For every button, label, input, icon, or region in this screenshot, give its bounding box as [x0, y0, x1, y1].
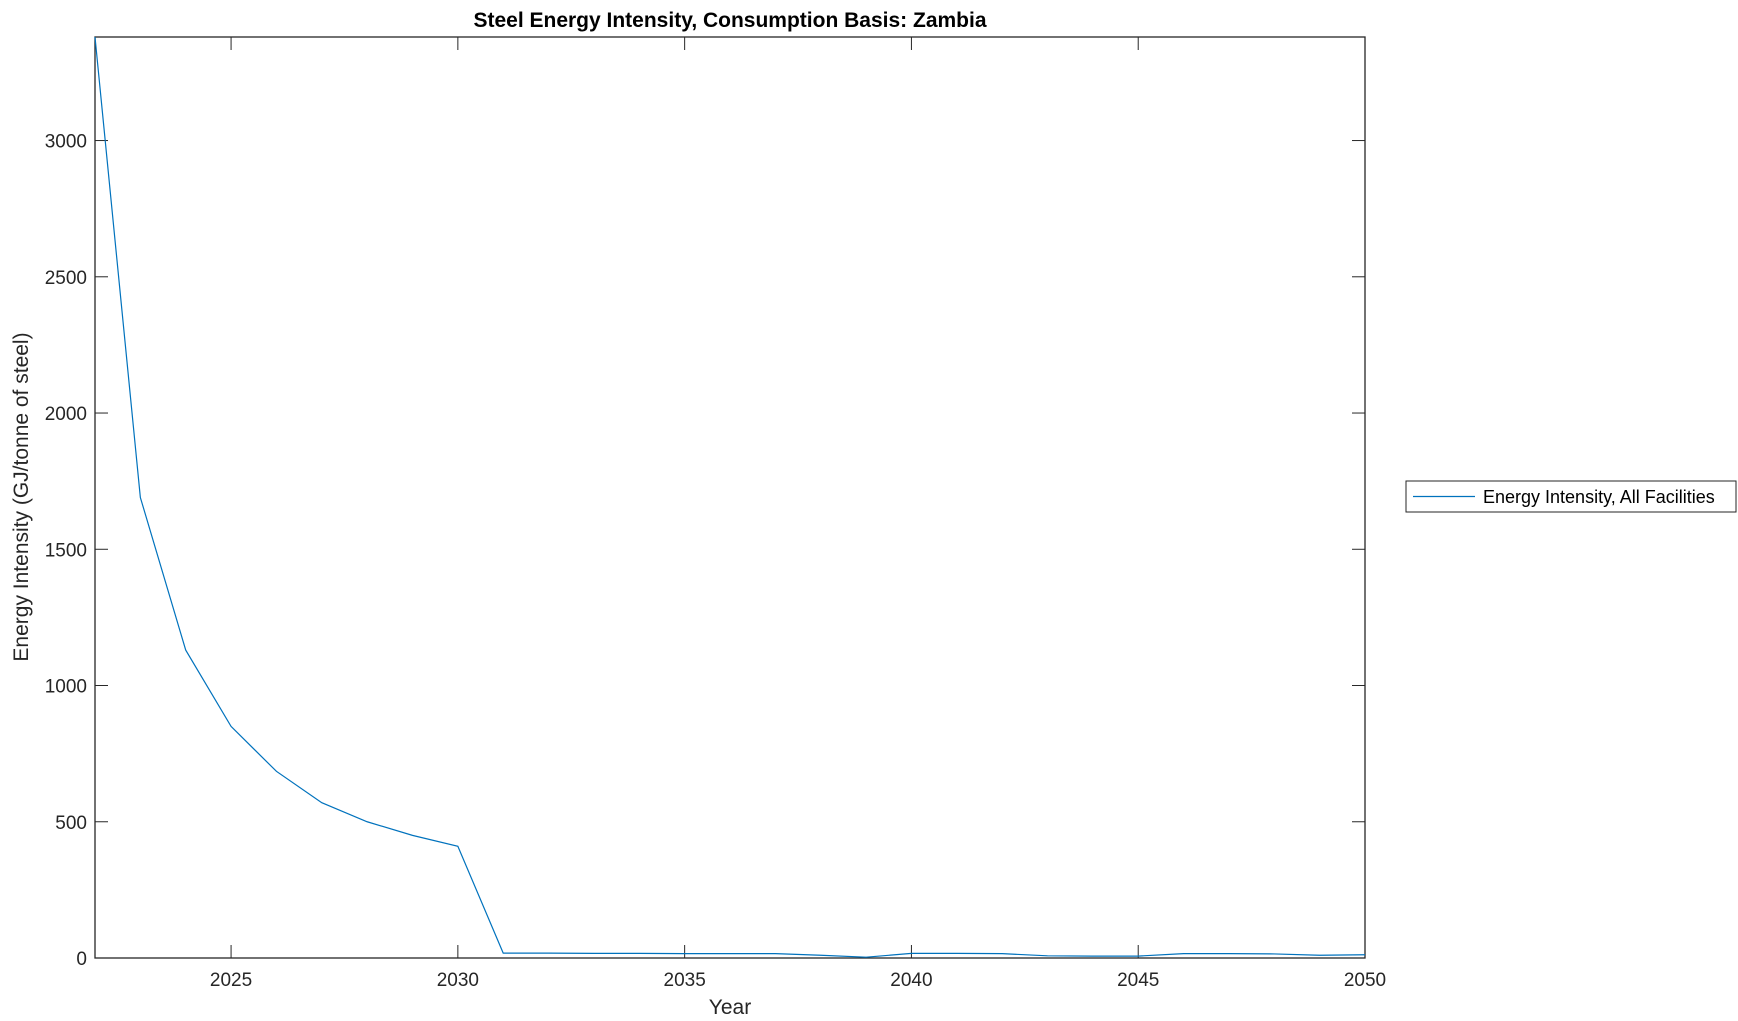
x-tick-label: 2035 [664, 970, 706, 991]
y-tick-label: 3000 [45, 132, 87, 153]
x-tick-label: 2025 [210, 970, 252, 991]
x-tick-label: 2030 [437, 970, 479, 991]
y-tick-label: 1500 [45, 540, 87, 561]
y-axis-label: Energy Intensity (GJ/tonne of steel) [10, 332, 33, 661]
y-tick-label: 2000 [45, 404, 87, 425]
y-tick-label: 2500 [45, 268, 87, 289]
legend[interactable]: Energy Intensity, All Facilities [1405, 480, 1737, 513]
y-tick-label: 0 [76, 949, 87, 970]
series-line-energy-intensity [94, 36, 1366, 958]
x-tick-label: 2045 [1117, 970, 1159, 991]
x-tick-label: 2050 [1344, 970, 1386, 991]
chart-title: Steel Energy Intensity, Consumption Basi… [473, 9, 986, 32]
x-axis-label: Year [709, 996, 751, 1019]
y-tick-label: 1000 [45, 677, 87, 698]
x-tick-label: 2040 [890, 970, 932, 991]
y-tick-label: 500 [55, 813, 87, 834]
plot-area [94, 36, 1366, 959]
legend-label: Energy Intensity, All Facilities [1483, 487, 1715, 507]
